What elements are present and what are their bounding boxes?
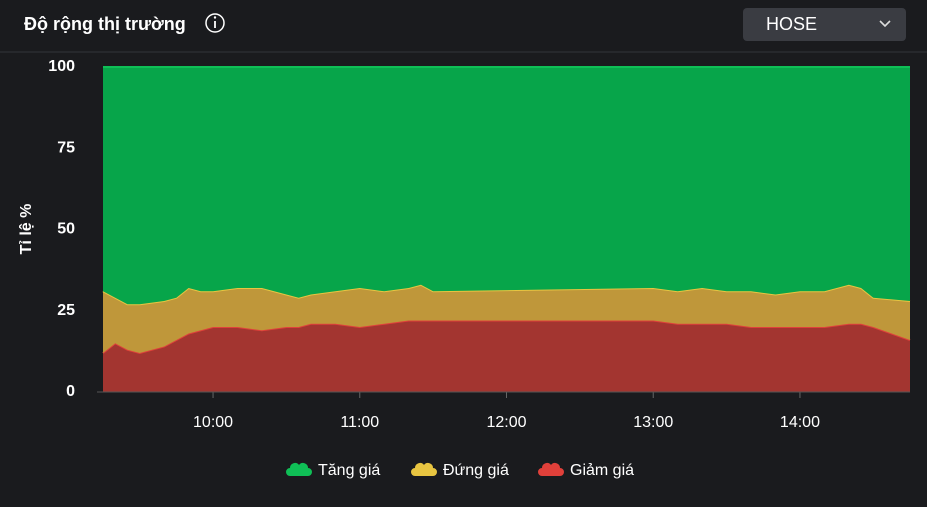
legend-label: Đứng giá xyxy=(443,462,509,479)
x-tick-label: 13:00 xyxy=(633,414,673,431)
area xyxy=(103,67,910,305)
legend-icon xyxy=(411,463,437,476)
area xyxy=(103,284,910,353)
legend-item: Đứng giá xyxy=(411,462,509,479)
info-icon[interactable] xyxy=(205,13,225,33)
x-tick-label: 11:00 xyxy=(340,414,379,431)
y-tick-label: 50 xyxy=(57,221,75,238)
y-tick-label: 100 xyxy=(48,58,75,75)
legend-label: Giảm giá xyxy=(570,462,634,479)
legend-icon xyxy=(538,463,564,476)
y-tick-label: 0 xyxy=(66,383,75,400)
area xyxy=(103,320,910,392)
dropdown-label: HOSE xyxy=(766,14,817,34)
legend-icon xyxy=(286,463,312,476)
legend-label: Tăng giá xyxy=(318,462,380,479)
legend-item: Giảm giá xyxy=(538,462,634,479)
market-dropdown[interactable]: HOSE xyxy=(743,8,906,41)
x-tick-label: 12:00 xyxy=(486,414,526,431)
chart-title: Độ rộng thị trường xyxy=(24,14,186,34)
y-tick-label: 75 xyxy=(57,139,75,156)
x-tick-label: 14:00 xyxy=(780,414,820,431)
legend-item: Tăng giá xyxy=(286,462,380,479)
y-tick-label: 25 xyxy=(57,302,75,319)
y-axis-label: Tỉ lệ % xyxy=(18,204,35,255)
x-tick-label: 10:00 xyxy=(193,414,233,431)
